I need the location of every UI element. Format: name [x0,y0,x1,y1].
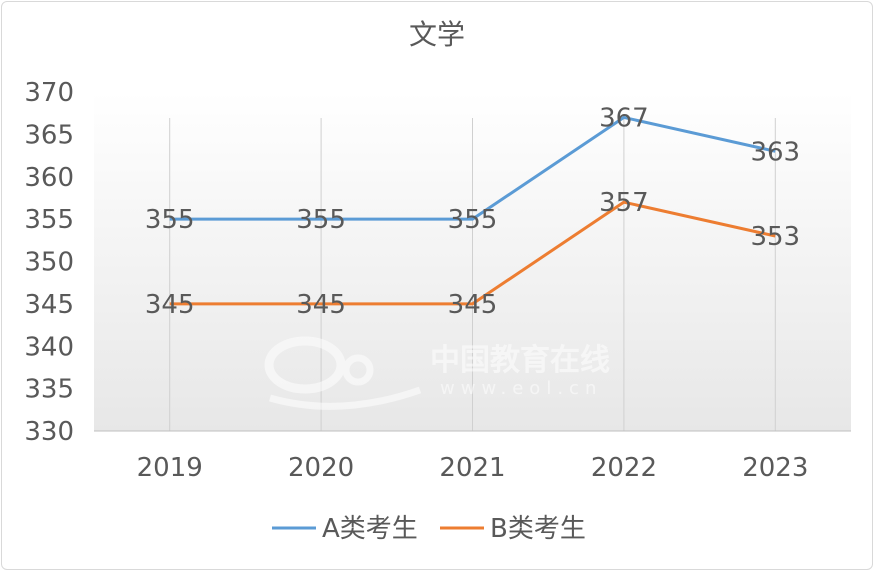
y-tick-label: 335 [24,375,74,405]
x-tick-label: 2021 [439,453,505,483]
x-tick-label: 2023 [742,453,808,483]
data-label: 345 [145,290,195,320]
x-tick-label: 2020 [288,453,354,483]
x-tick-label: 2019 [137,453,203,483]
data-label: 355 [448,205,498,235]
data-label: 367 [599,103,649,133]
y-tick-label: 345 [24,290,74,320]
data-label: 345 [448,290,498,320]
y-tick-label: 355 [24,205,74,235]
series-line-b [169,200,776,306]
watermark-cn: 中国教育在线 [430,343,610,378]
y-tick-label: 360 [24,163,74,193]
x-tick-label: 2022 [591,453,657,483]
data-label: 357 [599,188,649,218]
series-line-a [169,115,776,221]
legend-label: B类考生 [490,514,586,544]
watermark-logo-o [342,354,374,386]
watermark-logo-e [264,336,346,394]
data-label: 363 [750,137,800,167]
watermark-logo-swoosh [269,386,422,410]
legend-label: A类考生 [322,514,418,544]
data-label: 355 [145,205,195,235]
y-tick-label: 350 [24,248,74,278]
data-label: 345 [296,290,346,320]
y-tick-label: 330 [24,417,74,447]
y-tick-label: 365 [24,120,74,150]
y-tick-label: 370 [24,78,74,108]
watermark-url: www.eol.cn [440,378,602,399]
chart-title: 文学 [409,18,465,51]
data-label: 355 [296,205,346,235]
watermark: 中国教育在线 www.eol.cn [264,336,610,410]
y-tick-label: 340 [24,332,74,362]
data-label: 353 [750,222,800,252]
